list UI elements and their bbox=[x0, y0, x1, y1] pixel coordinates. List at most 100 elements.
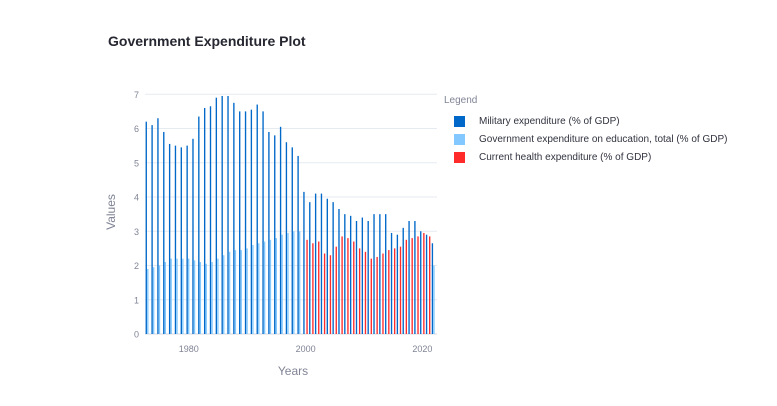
bar-education[interactable] bbox=[158, 265, 161, 334]
bar-health[interactable] bbox=[388, 250, 390, 334]
bar-education[interactable] bbox=[281, 234, 283, 334]
bar-health[interactable] bbox=[417, 236, 419, 334]
bar-education[interactable] bbox=[217, 258, 219, 334]
bar-military[interactable] bbox=[215, 97, 218, 334]
bar-military[interactable] bbox=[431, 243, 434, 334]
bar-health[interactable] bbox=[405, 239, 408, 334]
bar-health[interactable] bbox=[353, 241, 355, 334]
bar-education[interactable] bbox=[199, 262, 202, 334]
bar-military[interactable] bbox=[408, 220, 410, 334]
bar-military[interactable] bbox=[268, 131, 270, 334]
bar-education[interactable] bbox=[287, 232, 289, 334]
bar-military[interactable] bbox=[274, 135, 276, 334]
bar-health[interactable] bbox=[335, 246, 337, 334]
bar-health[interactable] bbox=[423, 232, 425, 334]
bar-military[interactable] bbox=[279, 126, 282, 334]
bar-health[interactable] bbox=[318, 241, 320, 334]
bar-military[interactable] bbox=[385, 214, 387, 334]
bar-military[interactable] bbox=[332, 202, 334, 334]
bar-health[interactable] bbox=[376, 256, 378, 334]
bar-military[interactable] bbox=[373, 214, 375, 334]
legend-item-military[interactable]: Military expenditure (% of GDP) bbox=[444, 112, 727, 130]
bar-military[interactable] bbox=[209, 106, 212, 334]
bar-health[interactable] bbox=[358, 248, 361, 334]
bar-military[interactable] bbox=[425, 234, 428, 334]
bar-military[interactable] bbox=[326, 198, 328, 334]
bar-military[interactable] bbox=[420, 231, 422, 334]
bar-education[interactable] bbox=[252, 244, 254, 334]
bar-military[interactable] bbox=[355, 220, 358, 334]
bar-military[interactable] bbox=[414, 220, 416, 334]
bar-health[interactable] bbox=[341, 236, 343, 334]
bar-education[interactable] bbox=[182, 258, 184, 334]
bar-military[interactable] bbox=[344, 214, 346, 334]
legend-item-education[interactable]: Government expenditure on education, tot… bbox=[444, 130, 727, 148]
bar-military[interactable] bbox=[180, 147, 182, 334]
bar-military[interactable] bbox=[285, 142, 288, 334]
bar-military[interactable] bbox=[198, 116, 200, 335]
bar-education[interactable] bbox=[240, 250, 242, 334]
bar-education[interactable] bbox=[223, 255, 225, 334]
bar-military[interactable] bbox=[314, 193, 317, 334]
bar-education[interactable] bbox=[193, 260, 196, 334]
bar-health[interactable] bbox=[399, 246, 402, 334]
bar-military[interactable] bbox=[151, 125, 153, 335]
bar-education[interactable] bbox=[298, 231, 301, 334]
bar-health[interactable] bbox=[347, 238, 349, 334]
bar-education[interactable] bbox=[164, 262, 167, 334]
bar-military[interactable] bbox=[396, 234, 399, 334]
bar-health[interactable] bbox=[364, 251, 367, 334]
bar-military[interactable] bbox=[221, 95, 223, 334]
bar-education[interactable] bbox=[228, 251, 231, 334]
bar-health[interactable] bbox=[312, 243, 314, 334]
bar-military[interactable] bbox=[361, 217, 364, 334]
bar-military[interactable] bbox=[168, 143, 171, 334]
bar-education[interactable] bbox=[263, 241, 266, 334]
bar-military[interactable] bbox=[256, 104, 258, 334]
bar-military[interactable] bbox=[227, 95, 229, 334]
bar-military[interactable] bbox=[186, 145, 188, 334]
bar-military[interactable] bbox=[192, 138, 194, 334]
bar-education[interactable] bbox=[147, 268, 149, 334]
bar-health[interactable] bbox=[306, 239, 308, 334]
bar-education[interactable] bbox=[205, 263, 207, 334]
bar-education[interactable] bbox=[258, 243, 260, 334]
bar-military[interactable] bbox=[145, 121, 147, 334]
bar-health[interactable] bbox=[370, 258, 372, 334]
bar-military[interactable] bbox=[338, 209, 340, 334]
bar-health[interactable] bbox=[411, 238, 413, 334]
bar-military[interactable] bbox=[203, 107, 206, 335]
bar-education[interactable] bbox=[176, 258, 178, 334]
bar-military[interactable] bbox=[233, 102, 235, 334]
bar-health[interactable] bbox=[329, 255, 332, 334]
bar-military[interactable] bbox=[309, 202, 311, 334]
bar-education[interactable] bbox=[152, 267, 155, 334]
bar-health[interactable] bbox=[393, 248, 396, 334]
bar-military[interactable] bbox=[174, 145, 177, 334]
bar-health[interactable] bbox=[382, 253, 384, 334]
bar-education[interactable] bbox=[170, 258, 172, 334]
bar-military[interactable] bbox=[250, 109, 253, 334]
bar-military[interactable] bbox=[320, 193, 323, 334]
bar-education[interactable] bbox=[211, 262, 213, 334]
bar-military[interactable] bbox=[239, 111, 241, 334]
bar-education[interactable] bbox=[269, 239, 272, 334]
bar-health[interactable] bbox=[323, 253, 326, 334]
bar-military[interactable] bbox=[349, 215, 352, 334]
bar-military[interactable] bbox=[163, 131, 165, 334]
bar-military[interactable] bbox=[157, 118, 159, 334]
bar-military[interactable] bbox=[291, 147, 293, 334]
bar-military[interactable] bbox=[262, 111, 264, 334]
bar-health[interactable] bbox=[429, 236, 431, 334]
bar-military[interactable] bbox=[244, 111, 247, 334]
bar-military[interactable] bbox=[367, 220, 369, 334]
bar-education[interactable] bbox=[246, 248, 248, 334]
bar-military[interactable] bbox=[379, 214, 381, 334]
bar-military[interactable] bbox=[297, 155, 299, 334]
bar-education[interactable] bbox=[188, 258, 190, 334]
bar-military[interactable] bbox=[402, 227, 404, 334]
bar-education[interactable] bbox=[275, 238, 277, 334]
bar-education[interactable] bbox=[433, 265, 435, 334]
bar-military[interactable] bbox=[303, 191, 305, 334]
bar-military[interactable] bbox=[390, 232, 393, 334]
